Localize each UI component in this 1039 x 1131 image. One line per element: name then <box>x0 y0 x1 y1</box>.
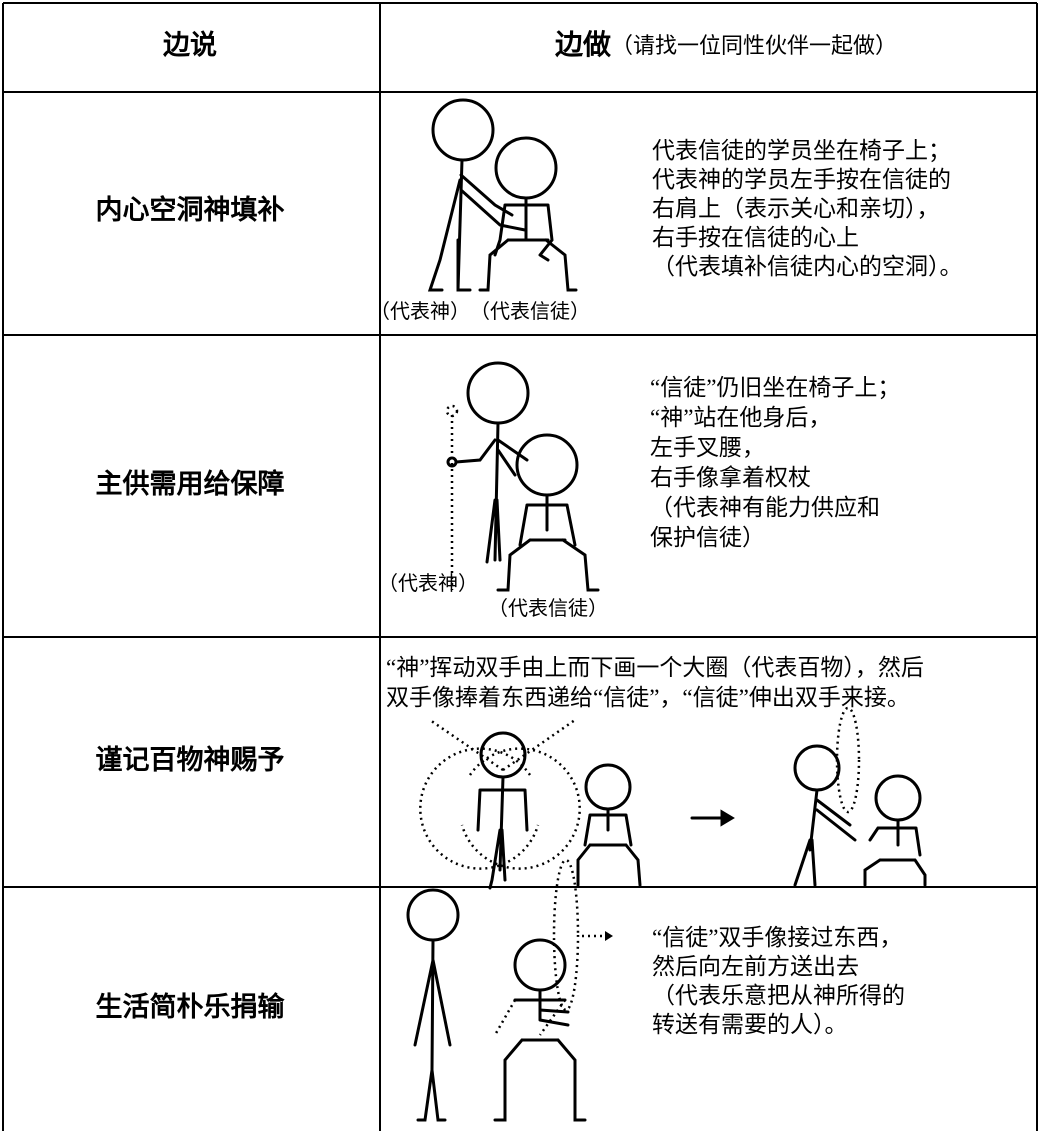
row-label: 主供需用给保障 <box>96 468 285 499</box>
description-line: 右肩上（表示关心和亲切）， <box>652 196 940 221</box>
description-line: “信徒”仍旧坐在椅子上； <box>650 375 900 400</box>
description-line: （代表乐意把从神所得的 <box>652 983 905 1008</box>
row-label: 谨记百物神赐予 <box>96 745 285 775</box>
description-line: （代表填补信徒内心的空洞）。 <box>652 254 963 279</box>
illustration <box>406 858 613 1122</box>
description-line: 转送有需要的人）。 <box>652 1012 848 1037</box>
illustration <box>445 361 600 592</box>
header-right: 边做（请找一位同性伙伴一起做） <box>555 29 897 61</box>
caption: （代表神） <box>370 300 470 323</box>
illustration <box>427 98 578 292</box>
header-note: （请找一位同性伙伴一起做） <box>611 33 897 58</box>
description-line: 然后向左前方送出去 <box>652 954 859 979</box>
caption: （代表神） <box>378 572 478 595</box>
description-line: 保护信徒） <box>650 525 765 550</box>
description-line: “神”站在他身后， <box>650 405 831 430</box>
header-left: 边说 <box>163 30 217 60</box>
caption: （代表信徒） <box>488 597 608 620</box>
description-line: 代表信徒的学员坐在椅子上； <box>652 138 951 163</box>
description-line: 代表神的学员左手按在信徒的 <box>652 167 951 192</box>
description-line: 左手叉腰， <box>650 435 765 460</box>
description-line: “信徒”双手像接过东西， <box>652 925 902 950</box>
caption: （代表信徒） <box>470 300 590 323</box>
header-main: 边做 <box>555 29 611 61</box>
row-label: 内心空洞神填补 <box>96 194 285 225</box>
illustration <box>419 706 927 890</box>
description-line: 右手按在信徒的心上 <box>652 225 859 250</box>
description-line: 右手像拿着权杖 <box>650 464 811 490</box>
description-line: “神”挥动双手由上而下画一个大圈（代表百物），然后 <box>386 655 924 680</box>
description-line: 双手像捧着东西递给“信徒”，“信徒”伸出双手来接。 <box>386 685 910 710</box>
description-line: （代表神有能力供应和 <box>650 495 880 520</box>
row-label: 生活简朴乐捐输 <box>96 991 286 1022</box>
